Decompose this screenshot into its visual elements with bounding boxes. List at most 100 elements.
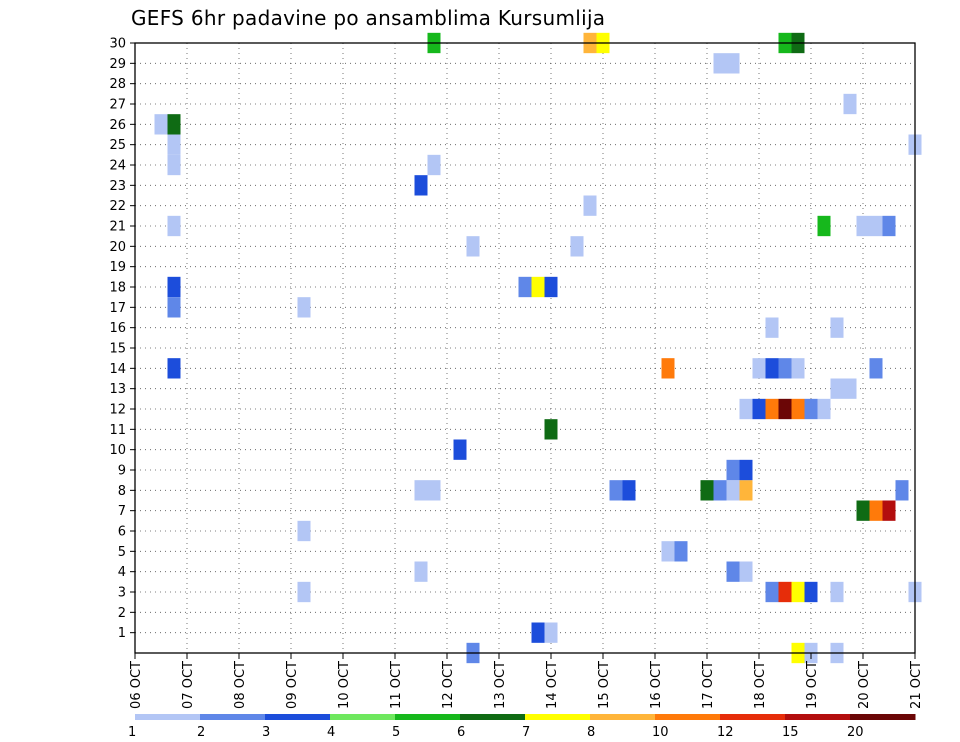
- x-tick-label: 09 OCT: [285, 661, 300, 709]
- x-tick-label: 14 OCT: [545, 661, 560, 709]
- legend-swatch: [850, 714, 916, 720]
- precip-cell: [843, 378, 857, 399]
- legend-swatch: [655, 714, 721, 720]
- legend-label: 6: [457, 725, 465, 740]
- legend-swatch: [330, 714, 396, 720]
- precip-cell: [570, 236, 584, 257]
- x-tick-label: 17 OCT: [701, 661, 716, 709]
- precip-cell: [817, 215, 831, 237]
- precip-cell: [700, 480, 714, 501]
- x-tick-label: 10 OCT: [337, 661, 352, 709]
- y-tick-label: 28: [109, 77, 126, 92]
- precip-cell: [466, 236, 480, 257]
- precip-cell: [427, 480, 441, 501]
- x-tick-label: 16 OCT: [649, 661, 664, 709]
- precip-cell: [167, 215, 181, 237]
- legend-label: 1: [128, 725, 136, 740]
- precip-cell: [167, 134, 181, 155]
- legend-swatch: [200, 714, 266, 720]
- precip-cell: [661, 358, 675, 379]
- y-tick-label: 16: [109, 321, 126, 336]
- legend-swatch: [785, 714, 851, 720]
- x-tick-label: 12 OCT: [441, 661, 456, 709]
- legend-label: 20: [847, 725, 864, 740]
- x-tick-label: 21 OCT: [909, 661, 924, 709]
- precip-cell: [518, 276, 532, 298]
- precip-cell: [713, 480, 727, 501]
- precip-cell: [830, 378, 844, 399]
- legend-swatch: [395, 714, 461, 720]
- precip-cell: [791, 358, 805, 379]
- y-tick-label: 1: [118, 626, 126, 641]
- precip-cell: [661, 541, 675, 562]
- precip-cell: [167, 114, 181, 135]
- legend-swatch: [135, 714, 201, 720]
- precip-cell: [427, 154, 441, 176]
- y-tick-label: 4: [118, 565, 126, 580]
- precip-cell: [817, 398, 831, 420]
- precip-cell: [531, 622, 545, 643]
- precip-cell: [414, 175, 428, 196]
- x-axis: 06 OCT 07 OCT 08 OCT 09 OCT 10 OCT 11 OCT 12 O…: [129, 653, 924, 709]
- y-tick-label: 6: [118, 525, 126, 540]
- precip-cell: [531, 276, 545, 298]
- legend-swatch: [590, 714, 656, 720]
- precip-cell: [882, 215, 896, 237]
- y-tick-label: 21: [109, 220, 126, 235]
- precip-cell: [804, 398, 818, 420]
- precip-cell: [856, 500, 870, 521]
- precip-cell: [778, 581, 792, 603]
- precip-cell: [297, 520, 311, 542]
- precip-cell: [609, 480, 623, 501]
- precip-cell: [752, 358, 766, 379]
- x-tick-label: 13 OCT: [493, 661, 508, 709]
- y-tick-label: 26: [109, 118, 126, 133]
- y-tick-label: 19: [109, 260, 126, 275]
- x-tick-label: 11 OCT: [389, 661, 404, 709]
- x-tick-label: 07 OCT: [181, 661, 196, 709]
- precip-cell: [869, 500, 883, 521]
- precip-cell: [765, 398, 779, 420]
- precip-cell: [869, 215, 883, 237]
- precip-cell: [882, 500, 896, 521]
- precip-cell: [414, 480, 428, 501]
- y-tick-label: 13: [109, 382, 126, 397]
- legend-label: 7: [522, 725, 530, 740]
- precip-cell: [830, 317, 844, 338]
- precip-cell: [583, 195, 597, 216]
- precip-cell: [414, 561, 428, 582]
- precip-cell: [791, 398, 805, 420]
- precip-cell: [713, 53, 727, 74]
- y-tick-label: 5: [118, 545, 126, 560]
- x-tick-label: 18 OCT: [753, 661, 768, 709]
- x-tick-label: 15 OCT: [597, 661, 612, 709]
- y-tick-label: 29: [109, 57, 126, 72]
- precip-cell: [622, 480, 636, 501]
- x-tick-label: 19 OCT: [805, 661, 820, 709]
- y-tick-label: 20: [109, 240, 126, 255]
- y-tick-label: 24: [109, 159, 126, 174]
- y-tick-label: 7: [118, 504, 126, 519]
- legend-label: 10: [652, 725, 669, 740]
- precip-cell: [791, 581, 805, 603]
- chart-title: GEFS 6hr padavine po ansamblima Kursumli…: [131, 6, 606, 30]
- x-tick-label: 20 OCT: [857, 661, 872, 709]
- precip-cell: [297, 581, 311, 603]
- y-tick-label: 2: [118, 606, 126, 621]
- grid-lines: [135, 42, 915, 653]
- legend-swatch: [525, 714, 591, 720]
- legend-label: 2: [197, 725, 205, 740]
- precip-cell: [167, 297, 181, 318]
- precip-cell: [167, 276, 181, 298]
- y-tick-label: 8: [118, 484, 126, 499]
- precip-cell: [739, 561, 753, 582]
- precip-cell: [869, 358, 883, 379]
- precip-cell: [739, 480, 753, 501]
- precip-cell: [544, 276, 558, 298]
- precip-cell: [297, 297, 311, 318]
- x-tick-label: 06 OCT: [129, 661, 144, 709]
- y-tick-label: 25: [109, 138, 126, 153]
- precip-cell: [674, 541, 688, 562]
- precip-cell: [739, 398, 753, 420]
- precip-cell: [778, 358, 792, 379]
